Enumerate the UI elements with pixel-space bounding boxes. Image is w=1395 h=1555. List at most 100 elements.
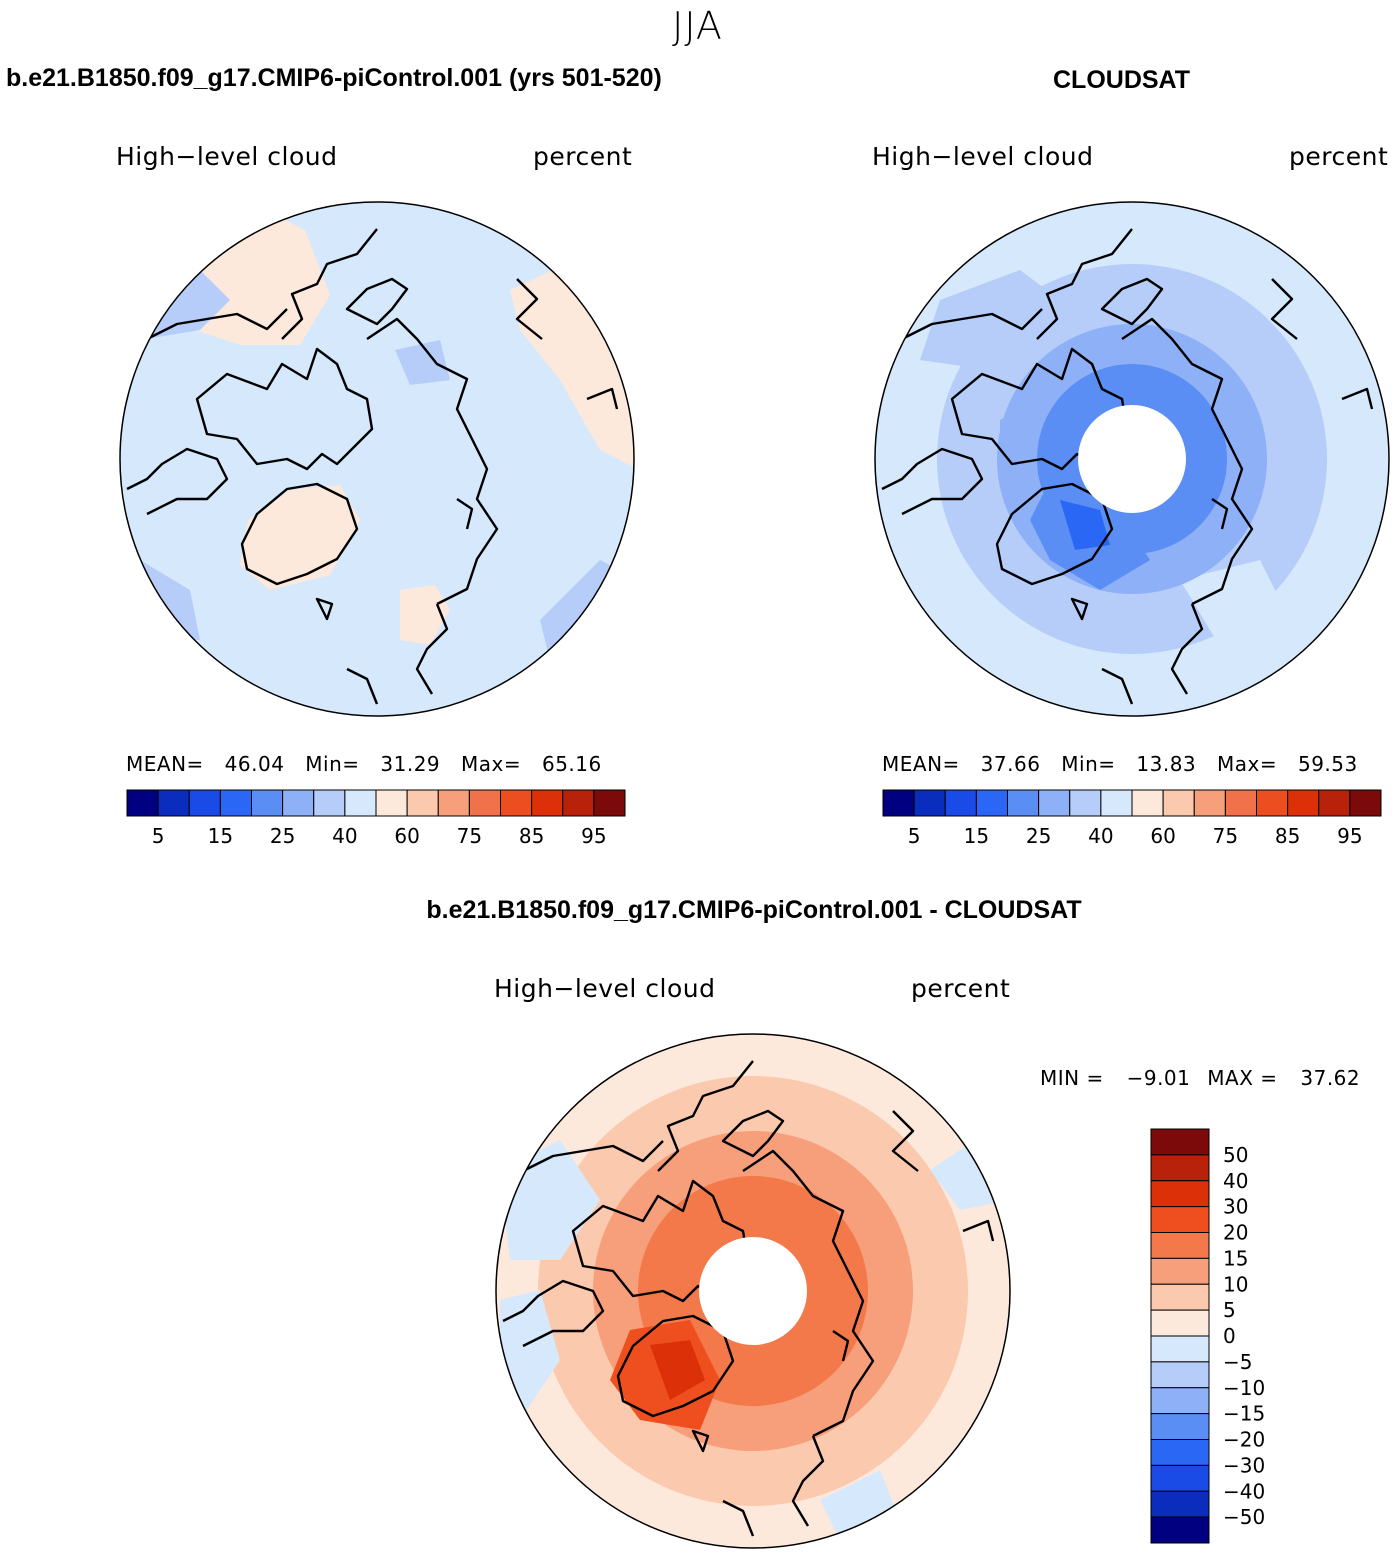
model-colorbar-swatch-13 [531, 789, 564, 817]
diff-colorbar-tick-12: −30 [1223, 1453, 1265, 1477]
model-colorbar-swatch-10 [437, 789, 470, 817]
diff-colorbar-swatch-10 [1150, 1387, 1210, 1415]
diff-colorbar-tick-10: −15 [1223, 1402, 1265, 1426]
diff-colorbar-swatch-8 [1150, 1335, 1210, 1363]
diff-colorbar-tick-9: −10 [1223, 1376, 1265, 1400]
obs-colorbar-swatch-7 [1100, 789, 1133, 817]
obs-colorbar-swatch-6 [1069, 789, 1102, 817]
obs-colorbar: 5 15 25 40 60 75 85 95 [882, 789, 1382, 848]
model-colorbar: 5 15 25 40 60 75 85 95 [126, 789, 626, 848]
diff-colorbar-swatch-15 [1150, 1516, 1210, 1544]
diff-colorbar-tick-11: −20 [1223, 1428, 1265, 1452]
model-colorbar-tick-1: 15 [208, 824, 233, 848]
diff-colorbar-tick-8: −5 [1223, 1350, 1252, 1374]
obs-colorbar-tick-2: 25 [1026, 824, 1051, 848]
diff-colorbar-swatch-12 [1150, 1439, 1210, 1466]
diff-panel-title: b.e21.B1850.f09_g17.CMIP6-piControl.001 … [426, 896, 1082, 924]
obs-colorbar-swatch-0 [882, 789, 915, 817]
model-colorbar-swatch-4 [251, 789, 284, 817]
obs-max-label: Max= [1217, 752, 1278, 776]
model-colorbar-swatch-9 [406, 789, 439, 817]
model-colorbar-swatch-6 [313, 789, 346, 817]
model-colorbar-tick-6: 85 [519, 824, 544, 848]
model-colorbar-swatch-12 [500, 789, 533, 817]
model-map [119, 201, 635, 717]
obs-colorbar-tick-1: 15 [964, 824, 989, 848]
obs-max-value: 59.53 [1297, 752, 1358, 776]
diff-colorbar-tick-3: 20 [1223, 1221, 1248, 1245]
obs-colorbar-tick-5: 75 [1213, 824, 1238, 848]
diff-colorbar-swatch-3 [1150, 1206, 1210, 1233]
diff-colorbar-swatch-14 [1150, 1490, 1210, 1518]
diff-colorbar-swatch-1 [1150, 1154, 1210, 1182]
model-mean-value: 46.04 [224, 752, 285, 776]
diff-colorbar-swatch-6 [1150, 1283, 1210, 1311]
model-colorbar-tick-3: 40 [332, 824, 357, 848]
diff-units-label: percent [911, 974, 1011, 1003]
model-colorbar-swatch-5 [282, 789, 315, 817]
diff-colorbar-tick-0: 50 [1223, 1143, 1248, 1167]
diff-max-value: 37.62 [1300, 1066, 1361, 1090]
obs-colorbar-swatch-13 [1287, 789, 1320, 817]
diff-colorbar-tick-13: −40 [1223, 1479, 1265, 1503]
diff-minmax: MIN = −9.01 MAX = 37.62 [1040, 1066, 1360, 1090]
model-colorbar-tick-5: 75 [457, 824, 482, 848]
diff-colorbar-swatch-13 [1150, 1464, 1210, 1492]
obs-colorbar-swatch-2 [944, 789, 977, 817]
model-colorbar-tick-2: 25 [270, 824, 295, 848]
model-max-value: 65.16 [541, 752, 602, 776]
obs-colorbar-swatch-8 [1131, 789, 1164, 817]
season-title: JJA [672, 4, 723, 48]
diff-colorbar-tick-6: 5 [1223, 1298, 1236, 1322]
diff-colorbar-swatch-9 [1150, 1361, 1210, 1389]
diff-colorbar-tick-1: 40 [1223, 1169, 1248, 1193]
diff-colorbar-swatch-2 [1150, 1180, 1210, 1208]
obs-colorbar-swatch-1 [913, 789, 946, 817]
diff-map [495, 1033, 1011, 1549]
diff-colorbar-tick-14: −50 [1223, 1505, 1265, 1529]
diff-colorbar-swatch-11 [1150, 1413, 1210, 1440]
obs-stats: MEAN= 37.66 Min= 13.83 Max= 59.53 [882, 752, 1358, 776]
obs-colorbar-tick-0: 5 [908, 824, 921, 848]
diff-colorbar-tick-5: 10 [1223, 1272, 1248, 1296]
diff-max-label: MAX = [1207, 1066, 1278, 1090]
diff-colorbar-tick-2: 30 [1223, 1195, 1248, 1219]
diff-colorbar-swatch-4 [1150, 1232, 1210, 1259]
model-stats: MEAN= 46.04 Min= 31.29 Max= 65.16 [126, 752, 602, 776]
obs-colorbar-swatch-5 [1038, 789, 1071, 817]
obs-colorbar-swatch-4 [1007, 789, 1040, 817]
diff-min-label: MIN = [1040, 1066, 1104, 1090]
obs-map [874, 201, 1390, 717]
model-panel-title: b.e21.B1850.f09_g17.CMIP6-piControl.001 … [6, 64, 662, 92]
obs-colorbar-tick-6: 85 [1275, 824, 1300, 848]
model-max-label: Max= [461, 752, 522, 776]
model-colorbar-swatch-14 [562, 789, 595, 817]
obs-colorbar-tick-7: 95 [1337, 824, 1362, 848]
model-colorbar-swatch-1 [157, 789, 190, 817]
obs-colorbar-swatch-15 [1349, 789, 1382, 817]
obs-colorbar-swatch-12 [1256, 789, 1289, 817]
obs-colorbar-swatch-11 [1224, 789, 1257, 817]
model-colorbar-swatch-11 [468, 789, 501, 817]
obs-panel-title: CLOUDSAT [1053, 66, 1191, 94]
obs-units-label: percent [1289, 142, 1389, 171]
model-colorbar-swatch-2 [188, 789, 221, 817]
model-min-value: 31.29 [380, 752, 441, 776]
model-min-label: Min= [305, 752, 360, 776]
obs-min-label: Min= [1061, 752, 1116, 776]
obs-mean-label: MEAN= [882, 752, 960, 776]
diff-min-value: −9.01 [1126, 1066, 1191, 1090]
diff-colorbar-tick-7: 0 [1223, 1324, 1236, 1348]
obs-colorbar-swatch-14 [1318, 789, 1351, 817]
obs-colorbar-swatch-9 [1162, 789, 1195, 817]
obs-colorbar-tick-3: 40 [1088, 824, 1113, 848]
diff-colorbar-swatch-5 [1150, 1257, 1210, 1285]
diff-colorbar-tick-4: 15 [1223, 1246, 1248, 1270]
model-units-label: percent [533, 142, 633, 171]
model-mean-label: MEAN= [126, 752, 204, 776]
obs-variable-label: High−level cloud [872, 142, 1094, 171]
model-colorbar-tick-7: 95 [581, 824, 606, 848]
diff-variable-label: High−level cloud [494, 974, 716, 1003]
model-colorbar-tick-4: 60 [394, 824, 419, 848]
